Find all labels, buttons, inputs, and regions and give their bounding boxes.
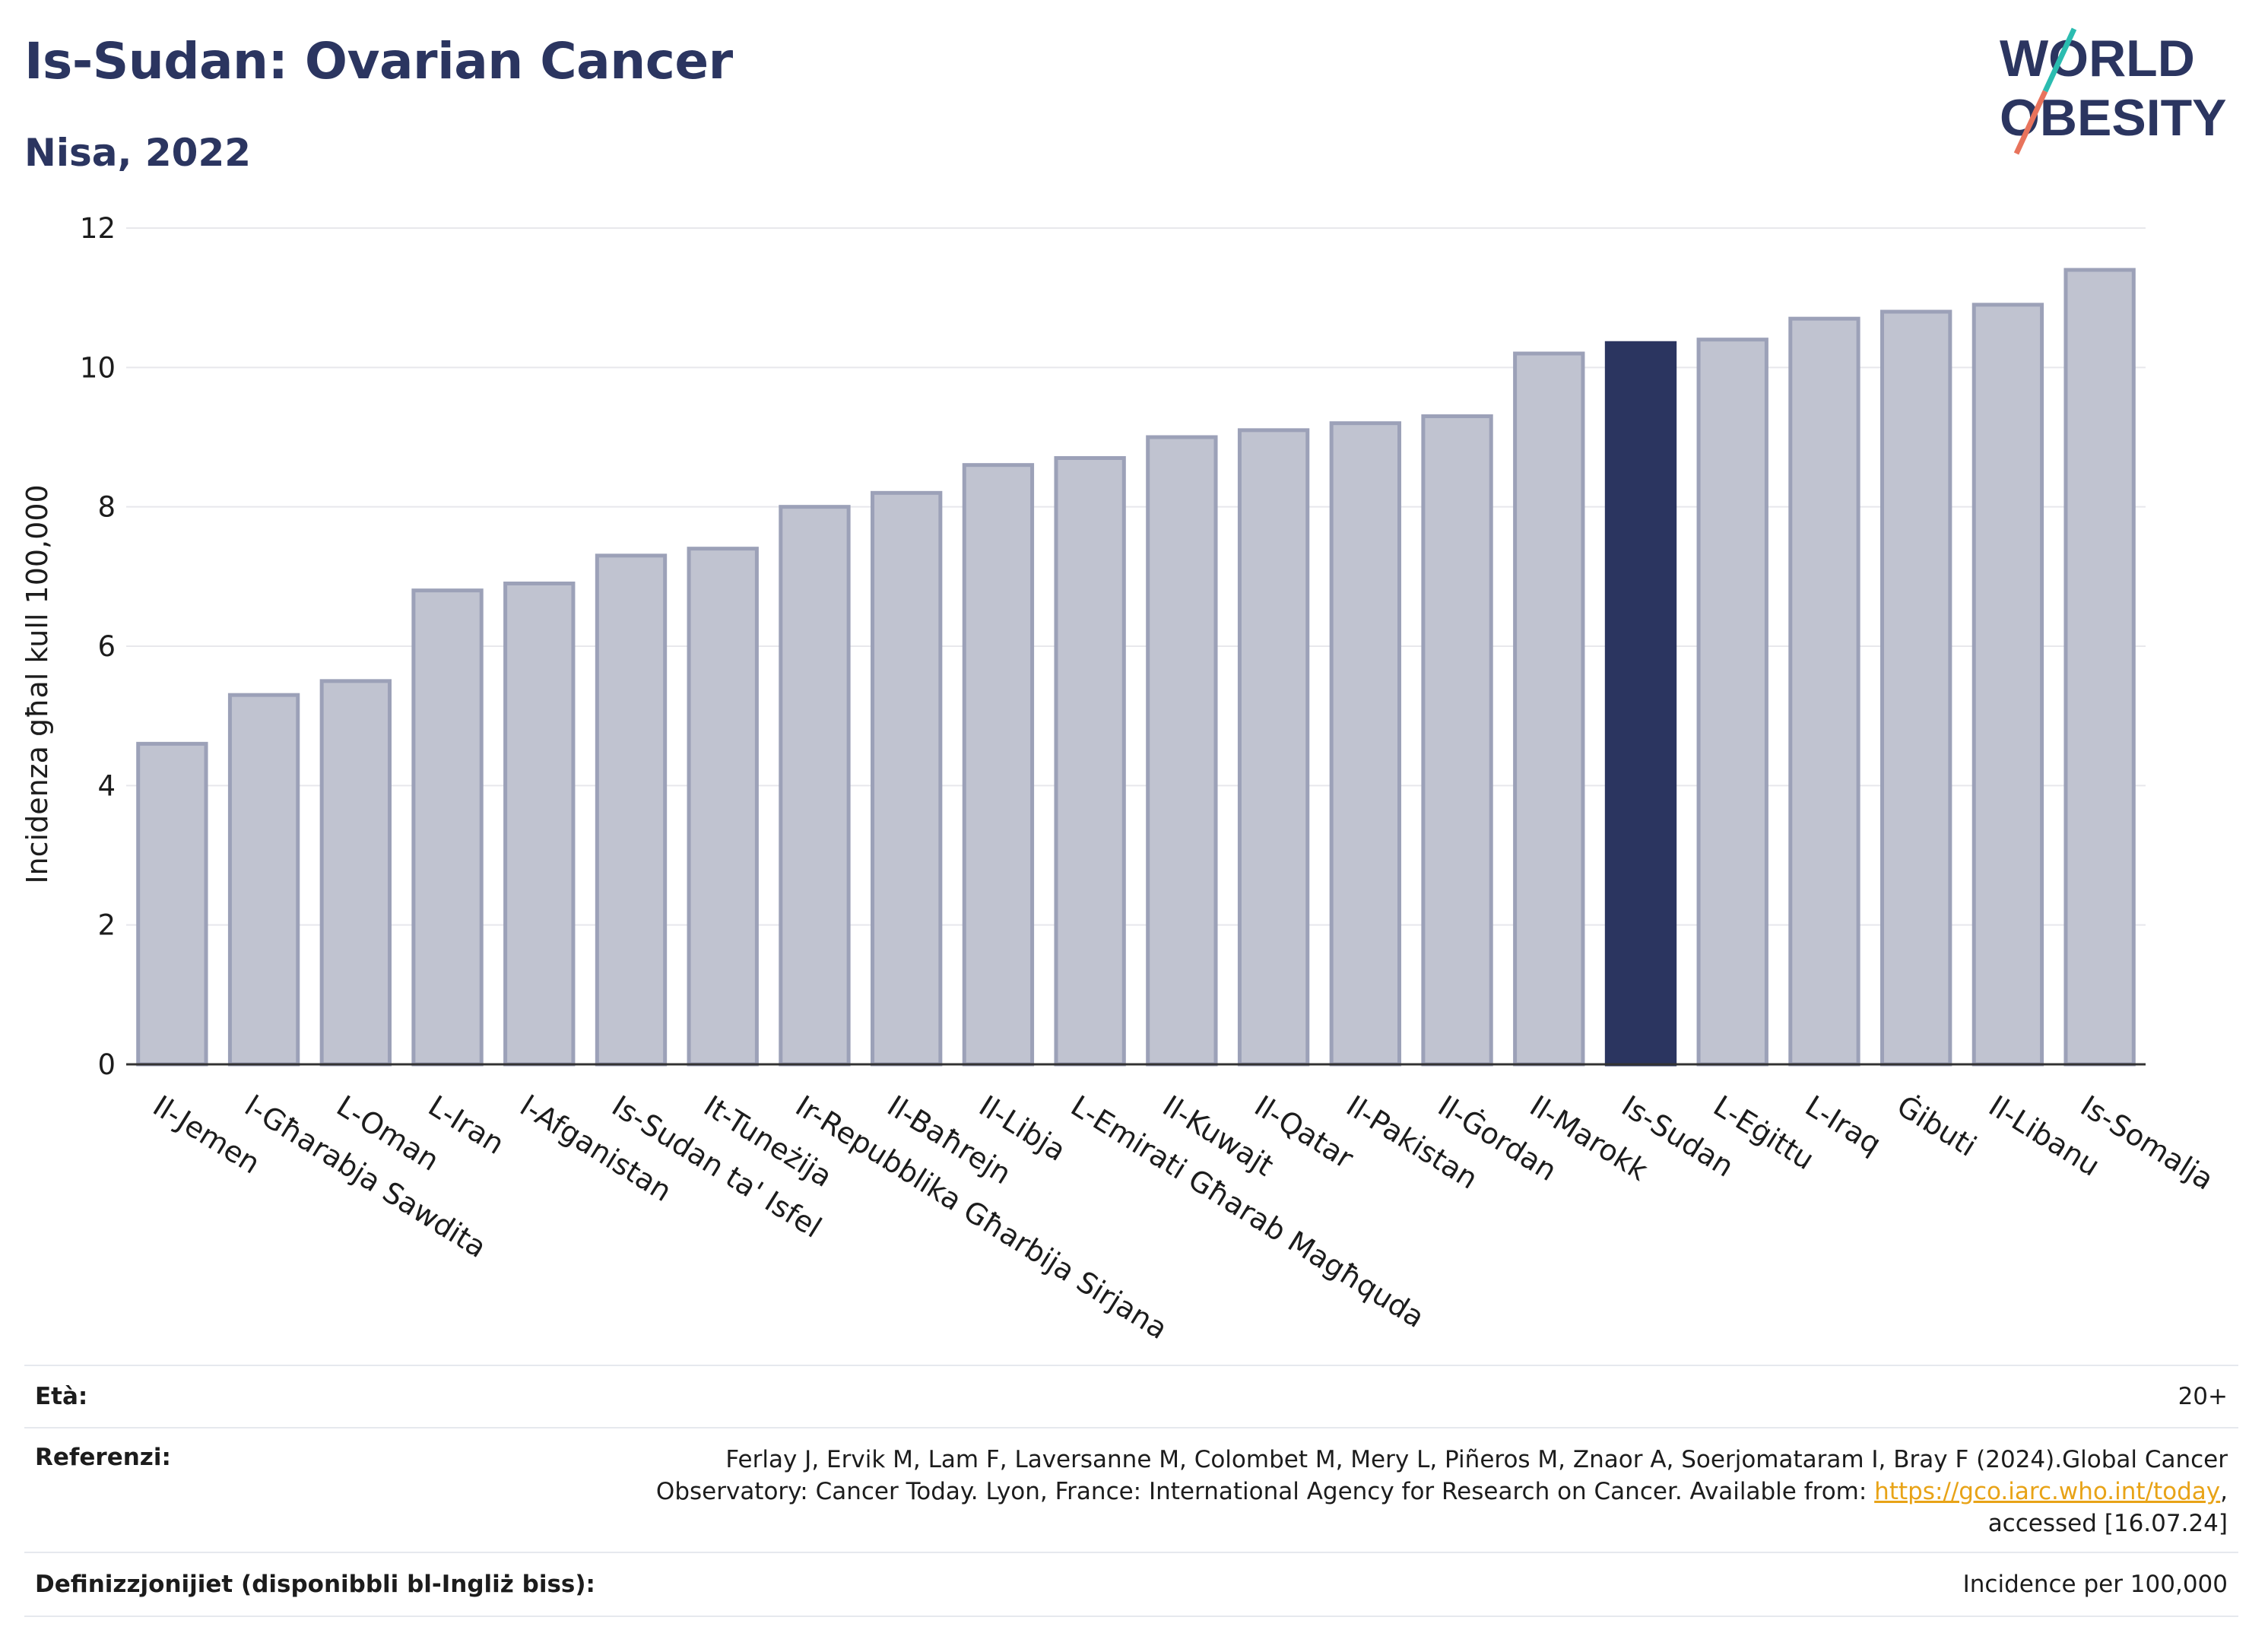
bars: [136, 268, 2136, 1067]
bar: [136, 741, 208, 1067]
definitions-label: Definizzjonijiet (disponibbli bl-Ingliż …: [35, 1571, 595, 1598]
definitions-row: Definizzjonijiet (disponibbli bl-Ingliż …: [24, 1552, 2238, 1617]
y-tick-label: 6: [97, 630, 116, 663]
bar: [1971, 303, 2044, 1067]
reference-line-1: Ferlay J, Ervik M, Lam F, Laversanne M, …: [725, 1446, 2228, 1473]
bar: [1880, 309, 1952, 1067]
age-value: 20+: [2178, 1383, 2228, 1410]
y-tick-label: 8: [97, 491, 116, 524]
bar: [503, 582, 576, 1067]
reference-row: Referenzi: Ferlay J, Ervik M, Lam F, Lav…: [24, 1427, 2238, 1552]
reference-line-2-text: Observatory: Cancer Today. Lyon, France:…: [655, 1478, 1875, 1505]
y-tick-label: 0: [97, 1048, 116, 1081]
bar: [1513, 351, 1585, 1067]
reference-line-2-end: ,: [2220, 1478, 2228, 1505]
page-subtitle: Nisa, 2022: [24, 131, 252, 175]
bar: [1421, 414, 1493, 1067]
bar: [1146, 435, 1218, 1067]
logo-text-world: WORLD: [2000, 30, 2195, 87]
x-tick-label: Ġibuti: [1891, 1089, 1982, 1163]
bar: [871, 490, 943, 1067]
age-row: Età: 20+: [24, 1365, 2238, 1427]
y-tick-label: 12: [80, 212, 116, 245]
info-table: Età: 20+ Referenzi: Ferlay J, Ervik M, L…: [24, 1365, 2238, 1617]
bar: [1788, 316, 1860, 1067]
bar: [1054, 456, 1126, 1067]
y-tick-label: 10: [80, 351, 116, 384]
definitions-value: Incidence per 100,000: [1962, 1571, 2228, 1598]
reference-line-2: Observatory: Cancer Today. Lyon, France:…: [656, 1476, 2228, 1508]
reference-label: Referenzi:: [35, 1444, 171, 1471]
reference-text: Ferlay J, Ervik M, Lam F, Laversanne M, …: [656, 1444, 2238, 1552]
y-tick-label: 2: [97, 909, 116, 942]
y-axis-label: Incidenza għal kull 100,000: [21, 484, 54, 883]
world-obesity-logo: WORLD OBESITY: [2000, 27, 2227, 155]
bar-highlighted: [1604, 341, 1677, 1067]
bar: [595, 553, 668, 1067]
bar: [411, 588, 484, 1067]
bar: [2063, 268, 2136, 1067]
logo-text-obesity: OBESITY: [2000, 89, 2227, 147]
bar: [1696, 338, 1768, 1067]
age-label: Età:: [35, 1383, 88, 1410]
bar: [779, 505, 851, 1067]
y-tick-label: 4: [97, 769, 116, 802]
bar: [227, 693, 300, 1067]
bar: [1329, 421, 1401, 1067]
reference-line-3: accessed [16.07.24]: [1987, 1510, 2228, 1537]
logo-slash-coral: [2013, 90, 2048, 155]
bar: [687, 547, 759, 1067]
page-title: Is-Sudan: Ovarian Cancer: [24, 32, 733, 90]
logo-slash-teal: [2042, 27, 2077, 93]
y-axis-ticks: 0 2 4 6 8 10 12: [80, 212, 116, 1081]
reference-link[interactable]: https://gco.iarc.who.int/today: [1874, 1478, 2221, 1505]
bar: [962, 463, 1035, 1067]
x-tick-label: Is-Somalja: [2075, 1089, 2219, 1197]
bar: [1237, 428, 1310, 1067]
bar: [319, 679, 392, 1067]
